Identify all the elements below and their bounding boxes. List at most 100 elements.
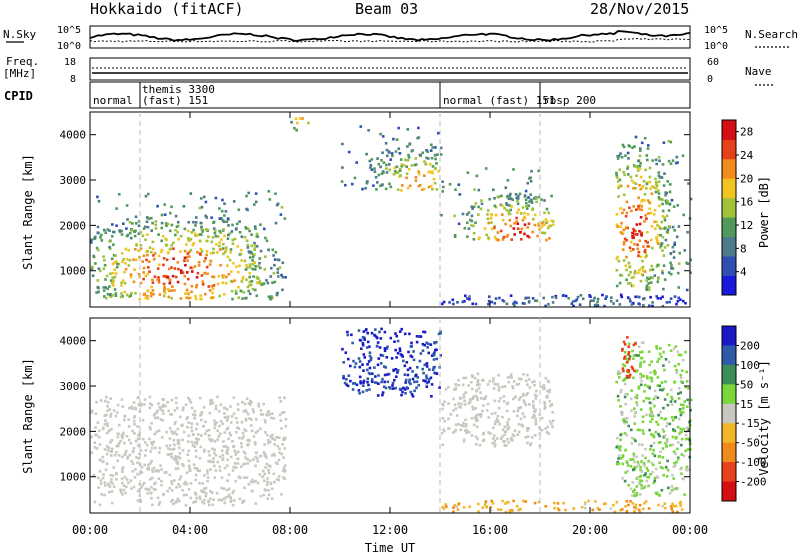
velocity-cell [106,482,110,486]
velocity-cell [533,383,536,387]
velocity-cell [677,362,680,366]
power-cell [148,246,152,249]
power-cell [626,167,629,170]
velocity-cell [627,503,630,507]
power-cell [96,248,100,252]
power-cell [642,179,646,183]
velocity-cell [358,392,361,395]
power-cell [487,299,491,303]
velocity-cell [174,401,178,405]
velocity-colorbar-tick-label: 50 [740,378,753,391]
power-cell [544,304,547,308]
velocity-cell [357,357,361,360]
power-cell [96,195,99,199]
power-cell [638,268,641,272]
power-cell [665,230,669,234]
velocity-cell [104,419,107,422]
power-cell [622,171,625,174]
velocity-cell [391,387,395,390]
velocity-cell [150,459,153,463]
velocity-cell [670,416,674,419]
power-cell [419,153,422,157]
velocity-cell [100,493,103,496]
freq-frame [89,57,691,81]
power-cell [212,221,215,224]
velocity-cell [109,480,113,484]
power-cell [193,265,197,268]
velocity-cell [455,414,459,417]
power-cell [646,147,650,150]
velocity-cell [673,400,677,403]
velocity-cell [512,499,515,503]
power-cell [528,177,531,180]
velocity-cell [553,506,556,510]
velocity-cell [103,448,107,451]
power-cell [144,274,148,278]
power-cell [656,224,659,227]
velocity-cell [198,497,202,500]
power-cell [644,239,647,243]
velocity-cell [620,388,623,392]
power-cell [379,184,382,188]
velocity-cell [257,402,260,406]
velocity-cell [201,490,205,494]
power-cell [523,195,527,198]
power-cell [277,275,280,278]
velocity-cell [109,397,112,400]
velocity-cell [461,383,465,387]
power-cell [218,244,221,248]
power-cell [258,257,262,260]
power-cell [113,268,117,271]
velocity-cell [381,391,385,394]
velocity-cell [501,428,505,432]
velocity-cell [443,400,446,403]
velocity-cell [186,425,189,429]
velocity-colorbar-tick-label: 200 [740,339,760,352]
power-cell [634,186,637,190]
power-cell [644,168,647,172]
power-cell [625,255,628,259]
velocity-cell [646,376,649,380]
power-cell [625,200,629,204]
power-cell [669,261,672,265]
power-cell [144,225,147,229]
velocity-cell [159,464,162,467]
power-cell [253,253,256,256]
velocity-cell [144,441,147,444]
power-cell [120,284,123,287]
velocity-cell [640,479,644,483]
velocity-cell [632,438,636,441]
power-cell [134,215,138,219]
power-cell [477,188,481,192]
power-cell [466,171,470,174]
velocity-cell [165,471,168,474]
velocity-cell [636,475,640,479]
power-cell [281,275,285,279]
velocity-cell [452,510,455,513]
power-cell [385,148,389,152]
velocity-cell [111,474,115,477]
velocity-colorbar-tick-label: -100 [740,456,767,469]
power-cell [515,196,518,200]
velocity-cell [264,489,268,492]
velocity-cell [649,371,652,374]
power-cell [153,275,157,278]
velocity-cell [254,431,258,434]
velocity-cell [676,487,680,490]
velocity-cell [384,386,388,390]
velocity-cell [662,474,665,477]
x-tick-label: 16:00 [472,523,508,537]
power-cell [392,172,396,176]
velocity-cell [672,450,676,453]
power-cell [196,271,200,275]
power-cell [470,214,474,218]
power-cell [395,171,398,175]
power-cell [541,231,544,235]
velocity-cell [426,346,429,349]
power-cell [162,263,165,267]
power-cell [509,192,512,196]
power-cell [628,297,632,301]
power-cell [622,259,626,262]
velocity-cell [147,466,151,470]
power-cell [238,264,241,268]
